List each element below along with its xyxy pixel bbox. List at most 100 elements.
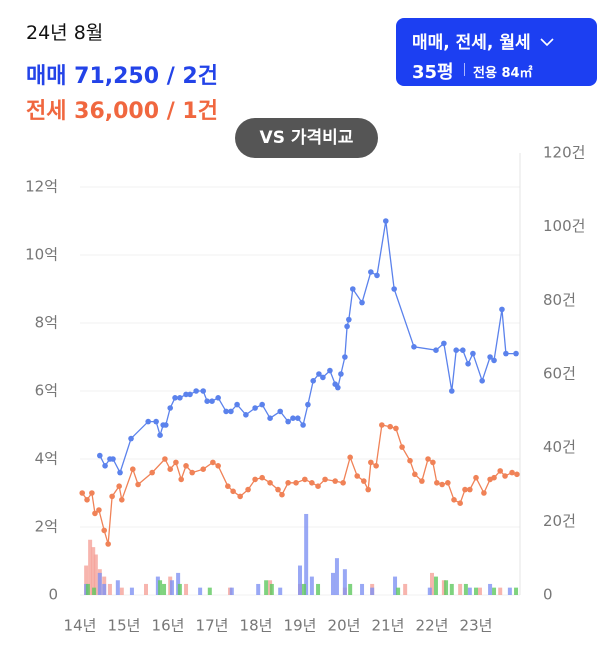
volume-bar: [298, 583, 302, 595]
volume-bar: [507, 587, 512, 595]
y2-tick-label: 120건: [543, 144, 585, 162]
volume-bar: [169, 580, 174, 595]
price-dot: [316, 371, 322, 377]
price-dot: [346, 316, 352, 323]
price-dot: [302, 476, 308, 483]
price-line: [99, 220, 517, 475]
price-dot: [267, 480, 273, 486]
volume-bar: [198, 587, 203, 595]
x-tick-label: 17년: [196, 617, 229, 635]
price-dot: [491, 357, 497, 364]
price-dot: [135, 481, 141, 488]
price-dot: [157, 432, 163, 439]
price-dot: [411, 344, 417, 350]
volume-bar: [458, 583, 463, 595]
price-dot: [467, 486, 473, 493]
price-dot: [332, 381, 339, 388]
price-dot: [290, 415, 296, 422]
volume-bar: [449, 583, 454, 595]
price-dot: [368, 459, 374, 466]
price-dot: [187, 391, 193, 398]
volume-bar: [228, 587, 233, 595]
price-dot: [267, 415, 273, 422]
y-tick-label: 2억: [35, 518, 58, 536]
price-dot: [487, 476, 493, 483]
volume-bar: [176, 572, 181, 595]
price-dot: [102, 463, 108, 469]
price-dot: [347, 454, 353, 461]
price-dot: [470, 350, 476, 357]
x-tick-label: 16년: [152, 617, 185, 635]
price-dot: [107, 456, 113, 462]
price-dot: [116, 483, 122, 490]
price-dot: [200, 388, 206, 394]
volume-bar: [342, 587, 347, 595]
y-tick-label: 8억: [35, 314, 58, 332]
price-dot: [252, 476, 258, 483]
price-dot: [473, 474, 479, 481]
price-dot: [293, 480, 299, 486]
volume-bar: [102, 583, 107, 595]
price-dot: [359, 299, 365, 306]
volume-bar: [309, 576, 314, 595]
price-dot: [399, 444, 405, 450]
price-dot: [279, 491, 285, 498]
price-dot: [457, 500, 463, 507]
price-dot: [315, 483, 321, 490]
volume-bar: [301, 583, 306, 595]
price-dot: [412, 471, 418, 478]
y2-tick-label: 40건: [543, 438, 576, 456]
price-dot: [210, 459, 216, 466]
price-dot: [160, 422, 166, 428]
filter-button[interactable]: 매매, 전세, 월세 35평 전용 84㎡: [396, 18, 597, 86]
price-dot: [237, 493, 243, 500]
volume-bar: [93, 554, 98, 595]
price-dot: [162, 456, 168, 462]
volume-bar: [97, 572, 102, 595]
volume-bar: [463, 583, 468, 595]
x-tick-label: 21년: [372, 617, 405, 635]
volume-bar: [514, 587, 519, 595]
compare-button[interactable]: VS 가격비교: [235, 118, 378, 158]
price-dot: [310, 378, 317, 384]
volume-bar: [155, 576, 160, 595]
volume-bar: [129, 587, 134, 595]
volume-bar: [92, 587, 97, 595]
x-tick-label: 14년: [64, 617, 97, 635]
price-dot: [259, 474, 265, 481]
x-tick-label: 19년: [284, 617, 317, 635]
price-dot: [163, 422, 169, 428]
price-dot: [338, 371, 344, 377]
price-dot: [209, 398, 215, 405]
y2-tick-label: 20건: [543, 512, 576, 530]
volume-bar: [360, 583, 365, 595]
price-dot: [275, 486, 281, 493]
volume-bar: [488, 583, 493, 595]
price-dot: [430, 459, 436, 466]
price-dot: [449, 388, 455, 394]
volume-bar: [256, 583, 261, 595]
price-dot: [183, 463, 189, 469]
y2-tick-label: 60건: [543, 365, 576, 383]
price-dot: [79, 490, 85, 496]
price-dot: [149, 469, 155, 476]
price-dot: [259, 401, 265, 408]
price-dot: [234, 401, 240, 408]
price-dot: [439, 481, 445, 488]
volume-bar: [433, 576, 438, 595]
price-dot: [97, 452, 103, 459]
price-dot: [451, 497, 457, 503]
volume-bar: [207, 587, 212, 595]
price-dot: [243, 412, 249, 418]
price-dot: [92, 510, 98, 517]
volume-bar: [304, 513, 309, 595]
price-dot: [499, 306, 505, 313]
price-dot: [481, 490, 487, 496]
price-dot: [228, 408, 234, 415]
price-dot: [379, 422, 385, 428]
price-dot: [178, 476, 184, 483]
x-tick-label: 18년: [240, 617, 273, 635]
price-dot: [285, 480, 291, 486]
price-dot: [230, 488, 236, 495]
price-dot: [295, 415, 301, 422]
